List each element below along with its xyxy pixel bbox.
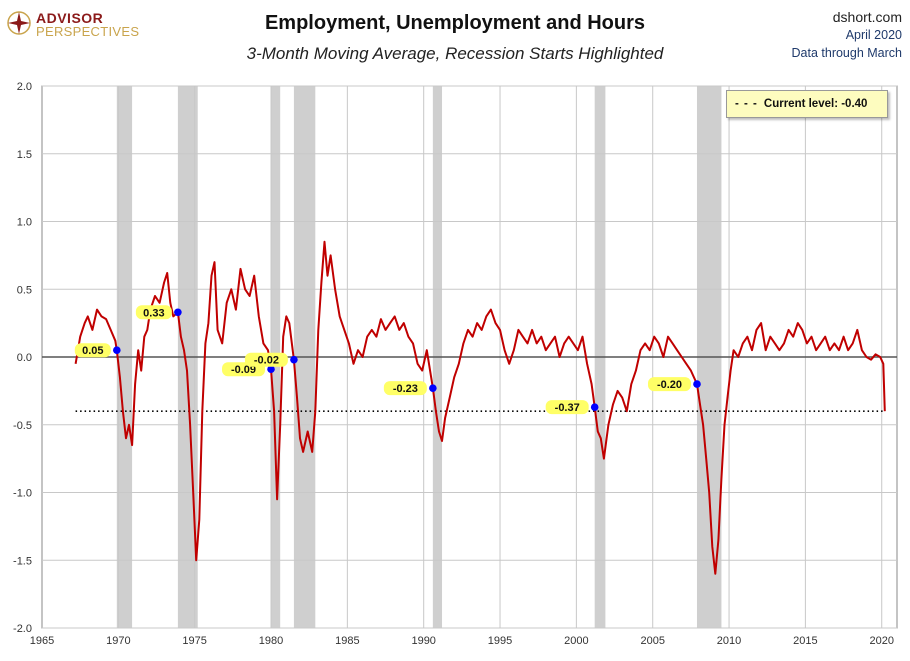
legend-label: Current level: -0.40: [763, 98, 868, 110]
callout-label: 0.05: [82, 345, 103, 357]
source-block: dshort.com April 2020 Data through March: [792, 8, 902, 62]
x-tick-label: 2015: [793, 635, 817, 647]
callout-bubble: [135, 305, 172, 320]
x-tick-label: 1995: [488, 635, 512, 647]
legend-box: - - - Current level: -0.40: [726, 90, 888, 118]
callout-label: -0.37: [555, 402, 580, 414]
chart-subtitle: 3-Month Moving Average, Recession Starts…: [246, 44, 664, 63]
y-tick-label: -1.0: [13, 488, 32, 500]
x-tick-label: 1985: [335, 635, 359, 647]
chart-title: Employment, Unemployment and Hours: [264, 12, 646, 34]
y-tick-label: 0.0: [17, 352, 32, 364]
x-tick-label: 1965: [30, 635, 54, 647]
x-tick-label: 2010: [717, 635, 741, 647]
logo-text-advisor: ADVISOR: [36, 10, 104, 26]
x-tick-label: 1990: [411, 635, 435, 647]
callout-bubble: [647, 377, 691, 392]
x-tick-label: 1970: [106, 635, 130, 647]
recession-start-marker: [693, 380, 701, 388]
source-data-through: Data through March: [791, 46, 902, 60]
logo-text-perspectives: PERSPECTIVES: [36, 24, 140, 39]
y-tick-label: 0.5: [17, 284, 32, 296]
legend-dash-swatch: - - -: [735, 98, 758, 110]
callout-label: -0.09: [231, 364, 256, 376]
recession-start-marker: [590, 403, 599, 411]
callout-bubble: [74, 343, 111, 358]
x-tick-label: 2020: [869, 635, 893, 647]
y-tick-label: -1.5: [13, 555, 32, 567]
callout-label: -0.02: [254, 355, 279, 367]
x-tick-label: 1980: [259, 635, 283, 647]
callout-bubble: [383, 381, 427, 396]
recession-start-marker: [174, 308, 182, 317]
callout-label: -0.23: [393, 383, 418, 395]
callout-label: 0.33: [143, 307, 164, 319]
recession-start-marker: [267, 365, 275, 373]
compass-icon: [7, 11, 31, 35]
y-tick-label: -0.5: [13, 420, 32, 432]
x-tick-label: 1975: [182, 635, 206, 647]
y-tick-label: 1.5: [17, 149, 32, 161]
recession-start-marker: [290, 355, 298, 364]
x-tick-label: 2000: [564, 635, 588, 647]
y-tick-label: -2.0: [13, 623, 32, 635]
recession-start-marker: [113, 346, 121, 355]
callout-bubble: [244, 352, 288, 367]
source-site: dshort.com: [832, 9, 902, 25]
callout-label: -0.20: [657, 379, 682, 391]
callout-bubble: [545, 400, 589, 415]
source-date: April 2020: [845, 28, 902, 42]
y-tick-label: 1.0: [17, 217, 32, 229]
recession-start-marker: [429, 384, 437, 392]
series-line: [74, 240, 886, 575]
advisor-perspectives-logo: ADVISOR PERSPECTIVES: [6, 8, 156, 42]
x-tick-label: 2005: [640, 635, 664, 647]
y-tick-label: 2.0: [17, 81, 32, 93]
